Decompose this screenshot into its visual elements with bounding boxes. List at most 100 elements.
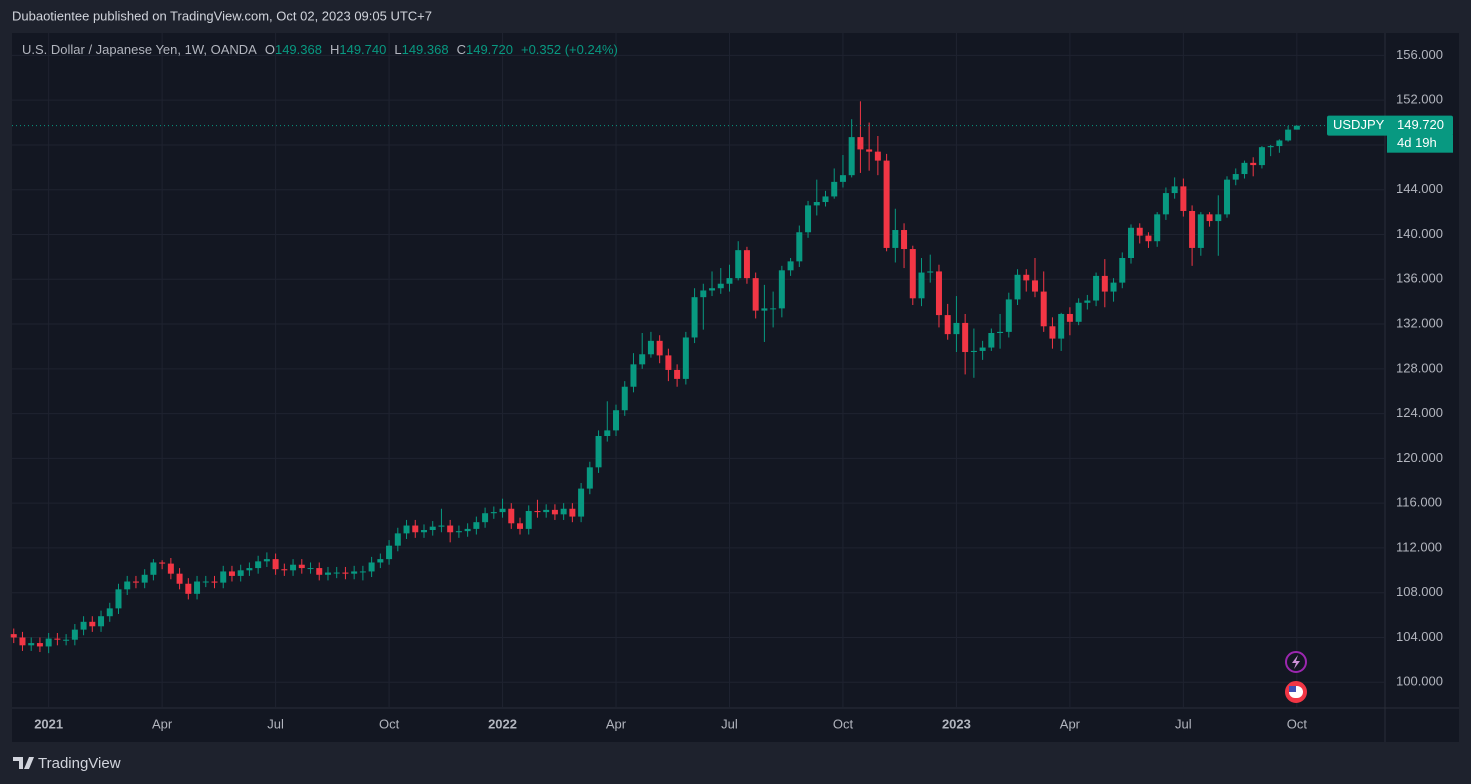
candle-body (298, 564, 305, 569)
legend-line: U.S. Dollar / Japanese Yen, 1W, OANDA O14… (22, 42, 618, 57)
candle-body (1171, 186, 1178, 194)
candle-body (386, 545, 393, 560)
candle-body (263, 559, 270, 562)
candle-body (1215, 214, 1222, 222)
candle-body (71, 629, 78, 640)
legend: U.S. Dollar / Japanese Yen, 1W, OANDA O14… (22, 42, 618, 57)
x-tick-label: Oct (1287, 716, 1308, 731)
legend-key: H (330, 42, 339, 57)
candle-body (979, 347, 986, 351)
candle-body (1232, 174, 1239, 180)
legend-key: L (394, 42, 401, 57)
candle-body (839, 175, 846, 182)
candle-body (316, 568, 323, 575)
candle-body (324, 572, 331, 575)
x-tick-label: 2022 (488, 716, 517, 731)
candle-body (359, 571, 366, 573)
candle-body (351, 571, 358, 574)
candle-body (691, 297, 698, 338)
candle-body (482, 513, 489, 523)
candle-body (866, 149, 873, 152)
y-tick-label: 120.000 (1396, 450, 1443, 465)
candle-body (909, 249, 916, 299)
chart-panel (12, 33, 1459, 742)
candle-body (709, 288, 716, 291)
candle-body (1093, 275, 1100, 301)
candle-body (333, 572, 340, 574)
candle-body (953, 322, 960, 335)
candle-body (1258, 147, 1265, 166)
x-tick-label: Jul (721, 716, 738, 731)
candle-body (874, 151, 881, 161)
candle-body (10, 634, 17, 638)
candle-body (892, 230, 899, 248)
candle-body (813, 202, 820, 206)
candle-body (1075, 302, 1082, 322)
candle-body (674, 369, 681, 379)
candle-body (237, 570, 244, 576)
candle-body (412, 525, 419, 533)
candle-body (141, 574, 148, 583)
candle-body (368, 562, 375, 572)
candle-body (176, 573, 183, 584)
y-tick-label: 108.000 (1396, 584, 1443, 599)
candle-body (1224, 179, 1231, 215)
candle-body (115, 589, 122, 609)
candle-body (19, 637, 26, 646)
legend-key: O (265, 42, 275, 57)
candle-body (1127, 227, 1134, 258)
candle-body (1049, 326, 1056, 339)
y-tick-label: 100.000 (1396, 674, 1443, 689)
x-tick-label: Oct (379, 716, 400, 731)
candle-body (45, 638, 52, 647)
candle-body (508, 508, 515, 524)
candle-body (726, 278, 733, 284)
x-tick-label: 2023 (942, 716, 971, 731)
candle-body (586, 467, 593, 489)
brand: TradingView (38, 755, 121, 772)
candle-body (447, 525, 454, 533)
candle-body (63, 639, 70, 641)
candle-body (1031, 280, 1038, 292)
candle-body (1162, 193, 1169, 215)
candle-body (1180, 186, 1187, 211)
candle-body (595, 435, 602, 468)
candle-body (1276, 140, 1283, 147)
candle-body (167, 563, 174, 574)
candle-body (613, 410, 620, 431)
candle-body (246, 568, 253, 571)
candle-body (281, 569, 288, 571)
y-tick-label: 140.000 (1396, 226, 1443, 241)
candle-body (857, 137, 864, 150)
candle-body (901, 230, 908, 250)
candle-body (342, 572, 349, 574)
legend-change: +0.352 (+0.24%) (521, 42, 618, 57)
candle-body (1101, 275, 1108, 292)
candle-body (228, 571, 235, 576)
candle-body (560, 508, 567, 515)
candle-body (202, 581, 209, 583)
candle-body (551, 509, 558, 515)
candle-body (1136, 227, 1143, 236)
candle-body (1145, 235, 1152, 242)
candle-body (106, 608, 113, 617)
legend-value: 149.740 (339, 42, 386, 57)
x-tick-label: Jul (1175, 716, 1192, 731)
candle-body (630, 364, 637, 387)
y-tick-label: 128.000 (1396, 360, 1443, 375)
candle-body (1084, 300, 1091, 303)
candle-body (1154, 214, 1161, 242)
candle-body (970, 350, 977, 353)
candle-body (98, 616, 105, 627)
candle-body (517, 523, 524, 529)
candle-body (403, 525, 410, 534)
candle-body (438, 525, 445, 527)
candle-body (490, 512, 497, 514)
candle-body (927, 271, 934, 273)
candle-body (473, 522, 480, 529)
candle-body (211, 581, 218, 583)
candle-body (420, 530, 427, 533)
flag-canton (1289, 686, 1296, 692)
candle-body (194, 581, 201, 594)
candle-body (717, 283, 724, 289)
